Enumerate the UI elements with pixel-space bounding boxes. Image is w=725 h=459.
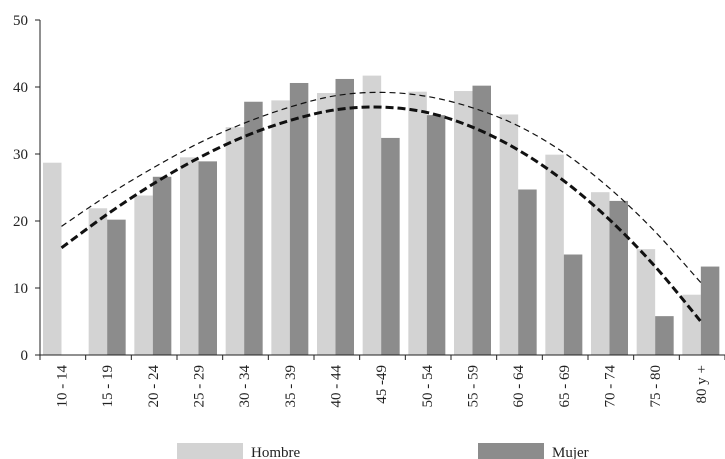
bar-hombre-1	[88, 208, 108, 355]
x-tick-label-2: 20 - 24	[146, 365, 162, 408]
legend-label-hombre: Hombre	[251, 445, 300, 459]
y-tick-label-40: 40	[13, 80, 28, 96]
bar-mujer-7	[381, 137, 400, 355]
y-tick-label-0: 0	[21, 348, 29, 364]
x-tick-label-14: 80 y +	[694, 365, 710, 403]
bar-hombre-2	[134, 195, 153, 355]
bar-mujer-6	[335, 78, 354, 356]
bar-mujer-5	[289, 82, 309, 355]
trendline-mujer	[60, 105, 702, 323]
x-tick-label-7: 45 -49	[374, 365, 390, 404]
bars-layer	[43, 75, 720, 356]
bar-hombre-14	[682, 294, 701, 355]
trendlines-layer	[60, 91, 702, 323]
bar-mujer-12	[609, 200, 628, 355]
bar-hombre-4	[225, 127, 245, 355]
bar-hombre-5	[271, 100, 290, 356]
bar-mujer-14	[700, 266, 720, 355]
legend-label-mujer: Mujer	[552, 445, 589, 459]
bar-mujer-9	[472, 85, 491, 355]
bar-hombre-6	[317, 93, 336, 355]
legend: Hombre Mujer	[177, 443, 589, 459]
x-tick-label-4: 30 - 34	[237, 365, 253, 408]
bar-hombre-12	[591, 192, 610, 355]
bar-hombre-3	[180, 157, 199, 355]
bar-mujer-3	[198, 161, 217, 355]
x-tick-label-6: 40 - 44	[329, 365, 345, 408]
bar-mujer-4	[244, 101, 263, 356]
bar-mujer-8	[426, 115, 446, 355]
bar-hombre-10	[499, 114, 519, 355]
x-tick-label-1: 15 - 19	[100, 365, 116, 408]
legend-swatch-mujer	[478, 443, 544, 459]
bar-hombre-11	[545, 154, 564, 355]
x-tick-label-3: 25 - 29	[192, 365, 208, 408]
trendline-hombre	[61, 91, 702, 284]
x-tick-label-5: 35 - 39	[283, 365, 299, 408]
x-tick-label-8: 50 - 54	[420, 365, 436, 408]
x-tick-label-11: 65 - 69	[557, 365, 573, 408]
bar-hombre-0	[43, 162, 62, 355]
bar-mujer-2	[152, 176, 172, 355]
y-tick-label-10: 10	[13, 281, 28, 297]
bar-hombre-9	[454, 91, 473, 356]
y-tick-label-50: 50	[13, 13, 28, 29]
y-tick-label-20: 20	[13, 214, 28, 230]
bar-mujer-1	[107, 219, 126, 355]
bar-hombre-13	[636, 249, 656, 355]
legend-swatch-hombre	[177, 443, 243, 459]
axes-layer: 0 10 20 30 40 50 10 - 14 15 - 19 20 - 24 25 - 29 3…	[13, 13, 725, 408]
x-tick-label-10: 60 - 64	[511, 365, 527, 408]
x-tick-label-0: 10 - 14	[55, 365, 71, 408]
x-tick-label-9: 55 - 59	[466, 365, 482, 408]
bar-mujer-10	[518, 189, 537, 355]
y-tick-label-30: 30	[13, 147, 28, 163]
bar-hombre-7	[362, 75, 382, 356]
x-tick-label-12: 70 - 74	[603, 365, 619, 408]
bar-mujer-13	[655, 316, 674, 355]
x-tick-label-13: 75 - 80	[648, 365, 664, 408]
bar-mujer-11	[563, 254, 583, 355]
bar-hombre-8	[408, 91, 427, 355]
